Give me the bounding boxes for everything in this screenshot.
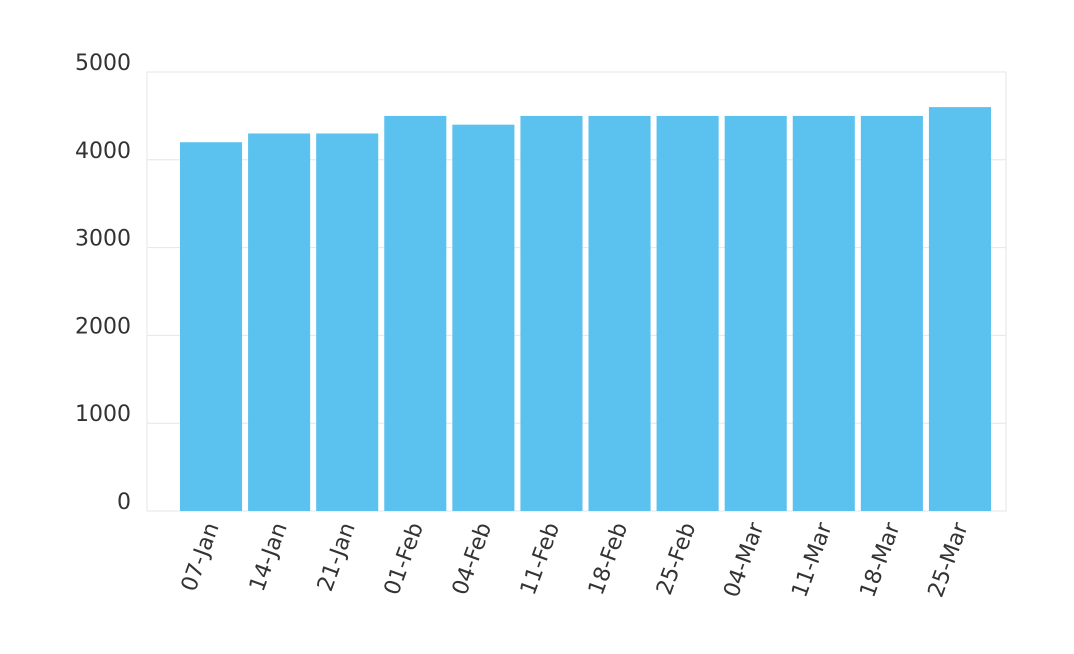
bar-25-feb <box>656 115 719 512</box>
bar-04-mar <box>724 115 787 512</box>
bar-18-feb <box>588 115 651 512</box>
y-tick-label: 3000 <box>75 227 131 252</box>
x-tick-label: 21-Jan <box>313 520 361 595</box>
y-tick-label: 4000 <box>75 139 131 164</box>
bar-07-jan <box>180 142 243 512</box>
bar-04-feb <box>452 124 515 512</box>
bar-14-jan <box>248 133 311 511</box>
y-axis-ticks: 0 1000 2000 3000 4000 5000 <box>75 51 131 515</box>
bar-11-feb <box>520 115 583 512</box>
bar-25-mar <box>928 107 991 512</box>
x-tick-label: 04-Mar <box>719 519 769 601</box>
y-tick-label: 0 <box>117 490 131 515</box>
x-tick-label: 25-Feb <box>652 520 701 599</box>
bar-18-mar <box>860 115 923 512</box>
x-tick-label: 11-Feb <box>516 520 565 599</box>
bar-21-jan <box>316 133 379 511</box>
x-tick-label: 01-Feb <box>380 520 429 599</box>
bar-11-mar <box>792 115 855 512</box>
x-tick-label: 18-Mar <box>856 519 906 601</box>
x-tick-label: 18-Feb <box>584 520 633 599</box>
x-tick-label: 25-Mar <box>924 519 974 601</box>
x-tick-label: 14-Jan <box>245 520 293 595</box>
x-tick-label: 11-Mar <box>787 519 837 601</box>
bar-01-feb <box>384 115 447 512</box>
x-axis-ticks: 07-Jan 14-Jan 21-Jan 01-Feb 04-Feb 11-Feb 18-F… <box>177 519 974 601</box>
y-tick-label: 1000 <box>75 402 131 427</box>
bars <box>180 107 991 512</box>
x-tick-label: 07-Jan <box>177 520 225 595</box>
y-tick-label: 2000 <box>75 314 131 339</box>
x-tick-label: 04-Feb <box>448 520 497 599</box>
y-tick-label: 5000 <box>75 51 131 76</box>
